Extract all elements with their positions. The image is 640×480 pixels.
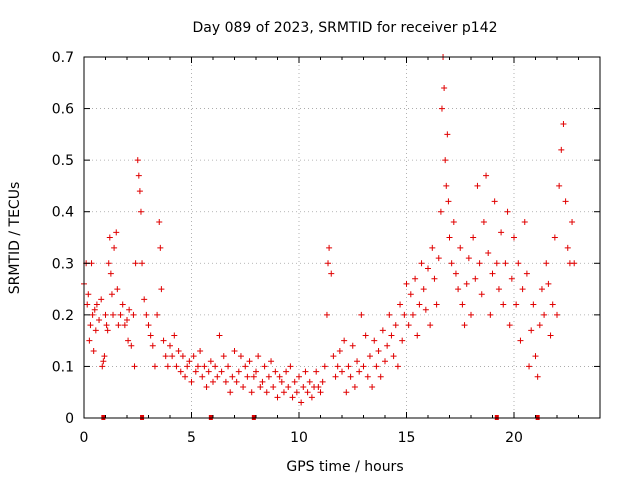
y-tick-label: 0.7 [52,50,74,66]
y-tick-label: 0.3 [52,256,74,272]
x-tick-label: 20 [505,430,523,446]
chart-canvas: 0 5 10 15 20 0 0.1 0.2 0.3 0.4 0.5 0.6 0.7 Day 089 … [0,0,640,480]
chart-title: Day 089 of 2023, SRMTID for receiver p14… [192,20,497,36]
y-tick-label: 0.5 [52,153,74,169]
x-tick-label: 15 [398,430,416,446]
chart-background [0,0,640,480]
y-tick-label: 0.1 [52,359,74,375]
x-tick-label: 10 [290,430,308,446]
x-tick-label: 0 [80,430,89,446]
x-tick-label: 5 [187,430,196,446]
x-axis-label: GPS time / hours [286,459,403,475]
y-tick-label: 0 [65,411,74,427]
y-tick-label: 0.2 [52,308,74,324]
y-tick-label: 0.4 [52,205,74,221]
y-tick-label: 0.6 [52,102,74,118]
y-axis-label: SRMTID / TECUs [7,182,23,295]
